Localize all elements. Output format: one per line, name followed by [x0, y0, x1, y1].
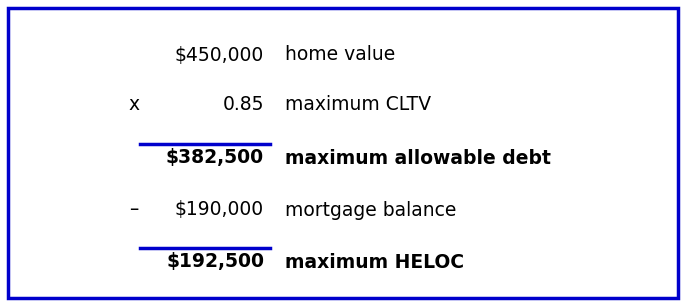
Text: –: –	[129, 200, 139, 219]
Text: $450,000: $450,000	[175, 46, 264, 65]
Text: mortgage balance: mortgage balance	[285, 200, 456, 219]
Text: home value: home value	[285, 46, 395, 65]
Text: 0.85: 0.85	[223, 95, 264, 114]
Text: maximum allowable debt: maximum allowable debt	[285, 148, 551, 167]
Text: maximum HELOC: maximum HELOC	[285, 252, 464, 271]
Text: $382,500: $382,500	[166, 148, 264, 167]
Text: $190,000: $190,000	[175, 200, 264, 219]
Text: $192,500: $192,500	[166, 252, 264, 271]
Text: x: x	[128, 95, 139, 114]
Text: maximum CLTV: maximum CLTV	[285, 95, 431, 114]
